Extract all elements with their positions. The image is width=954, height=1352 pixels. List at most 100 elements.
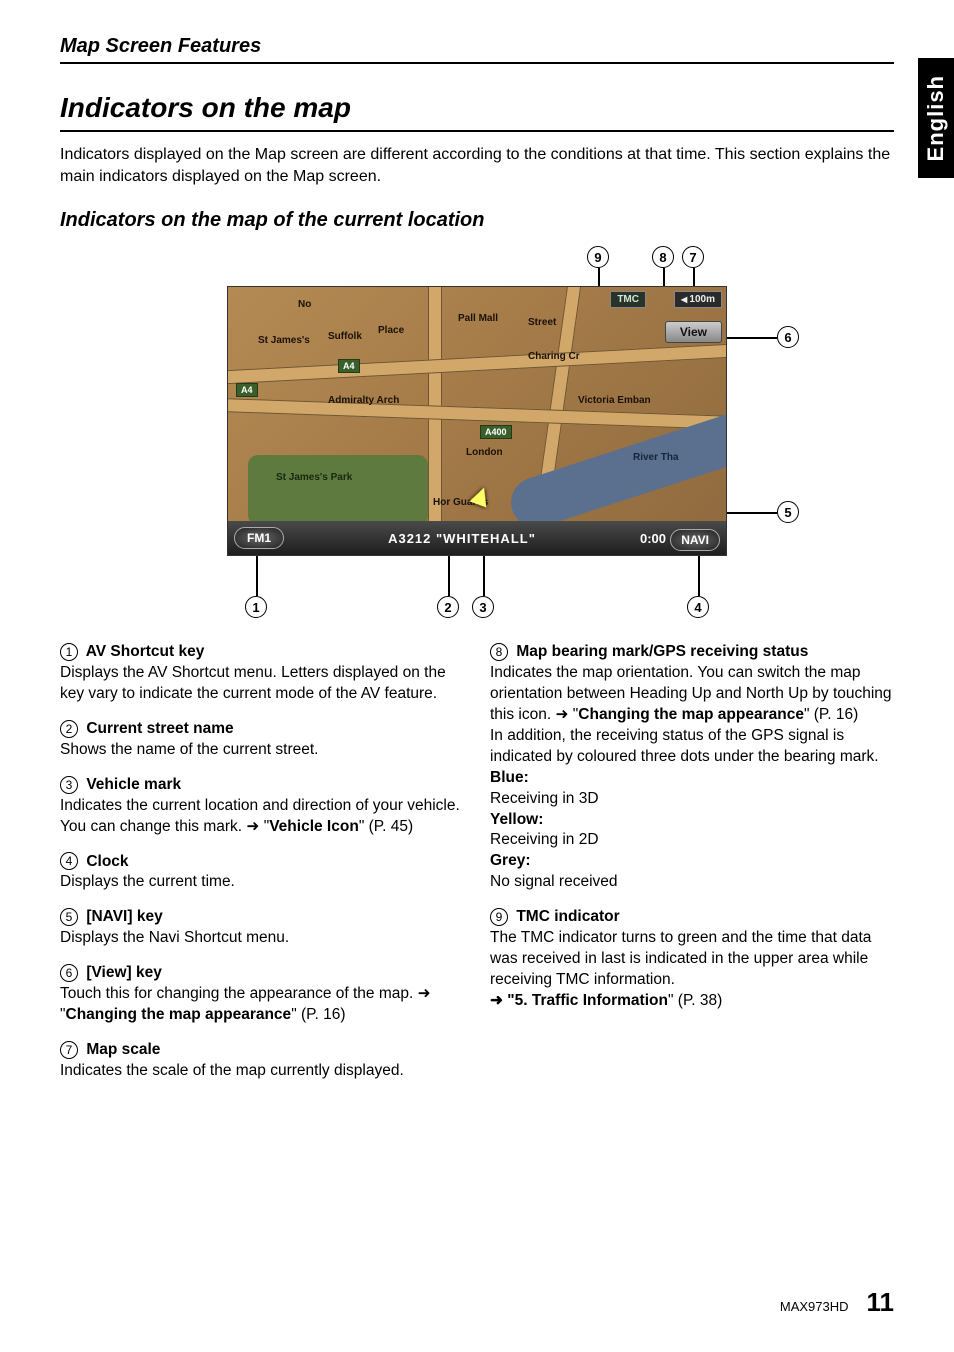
indicator-item: 1 AV Shortcut key Displays the AV Shortcu… bbox=[60, 642, 464, 705]
item-title: Map scale bbox=[86, 1041, 160, 1058]
leader-line bbox=[256, 556, 258, 596]
indicator-item: 6 [View] keyTouch this for changing the … bbox=[60, 963, 464, 1026]
cross-ref: Changing the map appearance bbox=[578, 706, 804, 723]
right-column: 8 Map bearing mark/GPS receiving status … bbox=[490, 642, 894, 1096]
callout-7: 7 bbox=[682, 246, 704, 268]
item-number: 1 bbox=[60, 643, 78, 661]
item-title: [NAVI] key bbox=[86, 908, 162, 925]
road bbox=[428, 286, 442, 556]
av-shortcut-key[interactable]: FM1 bbox=[234, 527, 284, 549]
map-screenshot: No Pall Mall Street St James's Suffolk P… bbox=[227, 286, 727, 556]
map-label: Admiralty Arch bbox=[328, 395, 399, 406]
page-title: Indicators on the map bbox=[60, 92, 894, 132]
item-title: Map bearing mark/GPS receiving status bbox=[516, 643, 808, 660]
road bbox=[227, 398, 727, 430]
item-body: Shows the name of the current street. bbox=[60, 741, 318, 758]
item-title: Clock bbox=[86, 853, 128, 870]
map-label: River Tha bbox=[633, 452, 679, 463]
ref-suffix: " (P. 38) bbox=[668, 992, 722, 1009]
page-footer: MAX973HD 11 bbox=[780, 1287, 894, 1318]
callout-6: 6 bbox=[777, 326, 799, 348]
map-label: Pall Mall bbox=[458, 313, 498, 324]
item-number: 5 bbox=[60, 908, 78, 926]
cross-ref: Changing the map appearance bbox=[66, 1006, 292, 1023]
map-bottom-bar: FM1 A3212 "WHITEHALL" 0:00 NAVI bbox=[228, 521, 726, 555]
item-number: 4 bbox=[60, 852, 78, 870]
callout-5: 5 bbox=[777, 501, 799, 523]
view-button[interactable]: View bbox=[665, 321, 722, 343]
left-column: 1 AV Shortcut key Displays the AV Shortcu… bbox=[60, 642, 464, 1096]
map-label: St James's bbox=[258, 335, 310, 346]
item-title: Vehicle mark bbox=[86, 776, 181, 793]
map-label: Street bbox=[528, 317, 556, 328]
park bbox=[248, 455, 428, 525]
road-shield: A4 bbox=[236, 383, 258, 397]
color-value: Receiving in 3D bbox=[490, 790, 599, 807]
leader-line bbox=[448, 556, 450, 596]
callout-4: 4 bbox=[687, 596, 709, 618]
item-number: 8 bbox=[490, 643, 508, 661]
item-body: The TMC indicator turns to green and the… bbox=[490, 929, 871, 988]
cross-ref: 5. Traffic Information bbox=[515, 992, 668, 1009]
ref-suffix: " (P. 16) bbox=[291, 1006, 345, 1023]
map-label: Charing Cr bbox=[528, 351, 580, 362]
breadcrumb: Map Screen Features bbox=[60, 35, 894, 64]
intro-text: Indicators displayed on the Map screen a… bbox=[60, 144, 894, 187]
item-body: Indicates the scale of the map currently… bbox=[60, 1062, 404, 1079]
leader-line bbox=[727, 337, 777, 339]
color-value: No signal received bbox=[490, 873, 618, 890]
indicator-item: 8 Map bearing mark/GPS receiving status … bbox=[490, 642, 894, 893]
indicator-item: 4 Clock Displays the current time. bbox=[60, 852, 464, 894]
item-title: TMC indicator bbox=[516, 908, 619, 925]
item-number: 6 bbox=[60, 964, 78, 982]
indicator-item: 2 Current street name Shows the name of t… bbox=[60, 719, 464, 761]
item-body: In addition, the receiving status of the… bbox=[490, 727, 879, 765]
item-number: 9 bbox=[490, 908, 508, 926]
indicator-item: 5 [NAVI] key Displays the Navi Shortcut m… bbox=[60, 907, 464, 949]
item-title: AV Shortcut key bbox=[86, 643, 205, 660]
road-shield: A4 bbox=[338, 359, 360, 373]
item-number: 7 bbox=[60, 1041, 78, 1059]
language-label: English bbox=[923, 75, 949, 161]
leader-line bbox=[698, 556, 700, 596]
arrow-icon: ➜ " bbox=[490, 992, 515, 1009]
road bbox=[227, 344, 727, 385]
clock: 0:00 bbox=[640, 531, 666, 546]
language-tab: English bbox=[918, 58, 954, 178]
color-label: Grey: bbox=[490, 852, 531, 869]
callout-1: 1 bbox=[245, 596, 267, 618]
item-title: Current street name bbox=[86, 720, 233, 737]
cross-ref: Vehicle Icon bbox=[269, 818, 359, 835]
page-number: 11 bbox=[867, 1287, 895, 1318]
item-number: 3 bbox=[60, 776, 78, 794]
map-label: No bbox=[298, 299, 311, 310]
callout-8: 8 bbox=[652, 246, 674, 268]
indicator-item: 9 TMC indicator The TMC indicator turns … bbox=[490, 907, 894, 1012]
item-body: Displays the AV Shortcut menu. Letters d… bbox=[60, 664, 446, 702]
item-number: 2 bbox=[60, 720, 78, 738]
model-label: MAX973HD bbox=[780, 1299, 849, 1314]
callout-2: 2 bbox=[437, 596, 459, 618]
color-label: Yellow: bbox=[490, 811, 543, 828]
map-scale-badge[interactable]: 100m bbox=[674, 291, 722, 308]
map-label: London bbox=[466, 447, 503, 458]
map-figure: 9 8 7 6 5 1 2 3 4 No Pall Mall Street St… bbox=[137, 246, 817, 626]
callout-9: 9 bbox=[587, 246, 609, 268]
ref-suffix: " (P. 16) bbox=[804, 706, 858, 723]
item-body: Displays the Navi Shortcut menu. bbox=[60, 929, 289, 946]
item-body: Displays the current time. bbox=[60, 873, 235, 890]
callout-3: 3 bbox=[472, 596, 494, 618]
leader-line bbox=[727, 512, 777, 514]
indicator-item: 3 Vehicle markIndicates the current loca… bbox=[60, 775, 464, 838]
color-value: Receiving in 2D bbox=[490, 831, 599, 848]
map-label: St James's Park bbox=[276, 472, 352, 483]
indicator-item: 7 Map scale Indicates the scale of the ma… bbox=[60, 1040, 464, 1082]
current-street-name: A3212 "WHITEHALL" bbox=[284, 531, 640, 546]
map-label: Victoria Emban bbox=[578, 395, 651, 406]
item-title: [View] key bbox=[86, 964, 162, 981]
map-label: Place bbox=[378, 325, 404, 336]
map-label: Suffolk bbox=[328, 331, 362, 342]
navi-key[interactable]: NAVI bbox=[670, 529, 720, 551]
tmc-indicator[interactable]: TMC bbox=[610, 291, 646, 308]
road-shield: A400 bbox=[480, 425, 512, 439]
